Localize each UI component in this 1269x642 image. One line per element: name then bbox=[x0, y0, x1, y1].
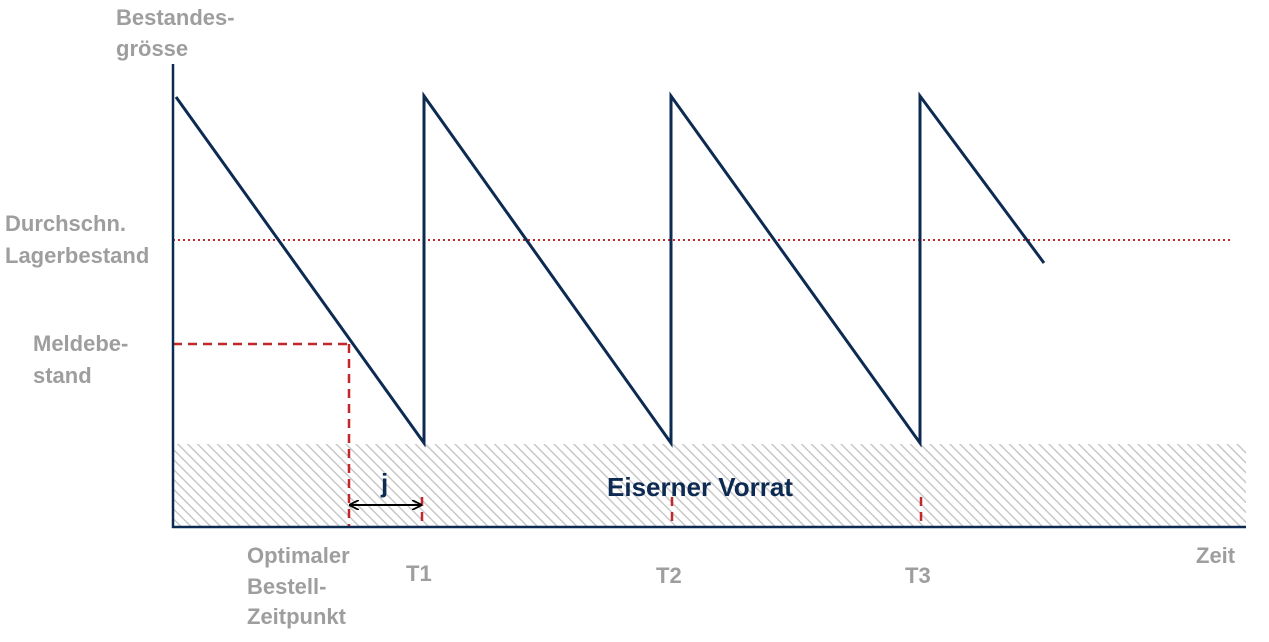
safety-stock-label: Eiserner Vorrat bbox=[607, 472, 793, 502]
lead-time-label: j bbox=[380, 468, 388, 498]
order-point-label-line3: Zeitpunkt bbox=[247, 604, 347, 629]
t1-label: T1 bbox=[406, 561, 432, 586]
y-axis-label-line2: grösse bbox=[116, 36, 188, 61]
t3-label: T3 bbox=[905, 563, 931, 588]
order-point-label-line1: Optimaler bbox=[247, 543, 350, 568]
reorder-level-label-line1: Meldebe- bbox=[33, 331, 128, 356]
t2-label: T2 bbox=[656, 563, 682, 588]
x-axis-label: Zeit bbox=[1196, 543, 1236, 568]
safety-stock-band bbox=[173, 444, 1246, 527]
average-stock-label-line1: Durchschn. bbox=[5, 211, 126, 236]
stock-level-sawtooth bbox=[174, 91, 1046, 448]
reorder-level-label-line2: stand bbox=[33, 363, 92, 388]
order-point-label-line2: Bestell- bbox=[247, 574, 326, 599]
y-axis-label-line1: Bestandes- bbox=[116, 5, 235, 30]
average-stock-label-line2: Lagerbestand bbox=[5, 243, 149, 268]
